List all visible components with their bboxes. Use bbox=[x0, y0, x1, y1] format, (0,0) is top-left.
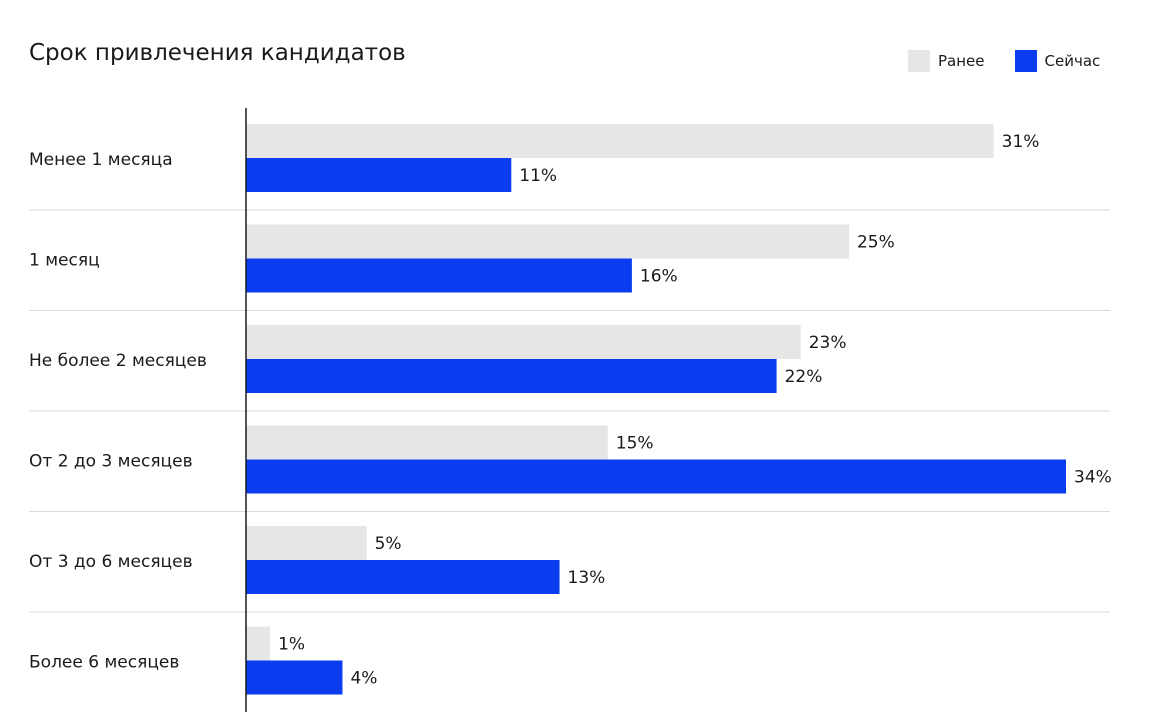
category-label: От 2 до 3 месяцев bbox=[29, 452, 193, 472]
legend-item-before: Ранее bbox=[908, 50, 985, 72]
value-label-now: 22% bbox=[785, 367, 823, 387]
value-label-now: 13% bbox=[568, 568, 606, 588]
bar-before bbox=[246, 526, 367, 560]
legend: Ранее Сейчас bbox=[908, 50, 1100, 72]
bar-now bbox=[246, 660, 343, 695]
bar-before bbox=[246, 224, 849, 259]
bar-before bbox=[246, 325, 801, 359]
bar-now bbox=[246, 560, 560, 594]
value-label-now: 11% bbox=[519, 166, 557, 186]
bar-now bbox=[246, 158, 512, 192]
category-label: Не более 2 месяцев bbox=[29, 351, 207, 371]
value-label-now: 34% bbox=[1074, 468, 1112, 488]
legend-label-before: Ранее bbox=[938, 52, 985, 70]
legend-label-now: Сейчас bbox=[1044, 52, 1101, 70]
bar-before bbox=[246, 626, 271, 661]
bar-now bbox=[246, 459, 1066, 494]
value-label-now: 4% bbox=[350, 669, 377, 689]
value-label-before: 25% bbox=[857, 233, 895, 253]
bar-now bbox=[246, 359, 777, 393]
value-label-before: 15% bbox=[616, 434, 654, 454]
legend-swatch-before bbox=[908, 50, 930, 72]
legend-swatch-now bbox=[1014, 50, 1037, 72]
value-label-before: 5% bbox=[375, 534, 402, 554]
chart-title: Срок привлечения кандидатов bbox=[29, 40, 406, 66]
value-label-before: 23% bbox=[809, 333, 847, 353]
bar-before bbox=[246, 425, 608, 460]
bar-now bbox=[246, 258, 632, 293]
legend-item-now: Сейчас bbox=[1014, 50, 1101, 72]
bar-before bbox=[246, 124, 994, 158]
category-label: 1 месяц bbox=[29, 251, 100, 271]
value-label-before: 31% bbox=[1002, 132, 1040, 152]
value-label-now: 16% bbox=[640, 267, 678, 287]
category-label: От 3 до 6 месяцев bbox=[29, 552, 193, 572]
category-label: Менее 1 месяца bbox=[29, 150, 173, 170]
value-label-before: 1% bbox=[278, 635, 305, 655]
category-label: Более 6 месяцев bbox=[29, 653, 179, 673]
